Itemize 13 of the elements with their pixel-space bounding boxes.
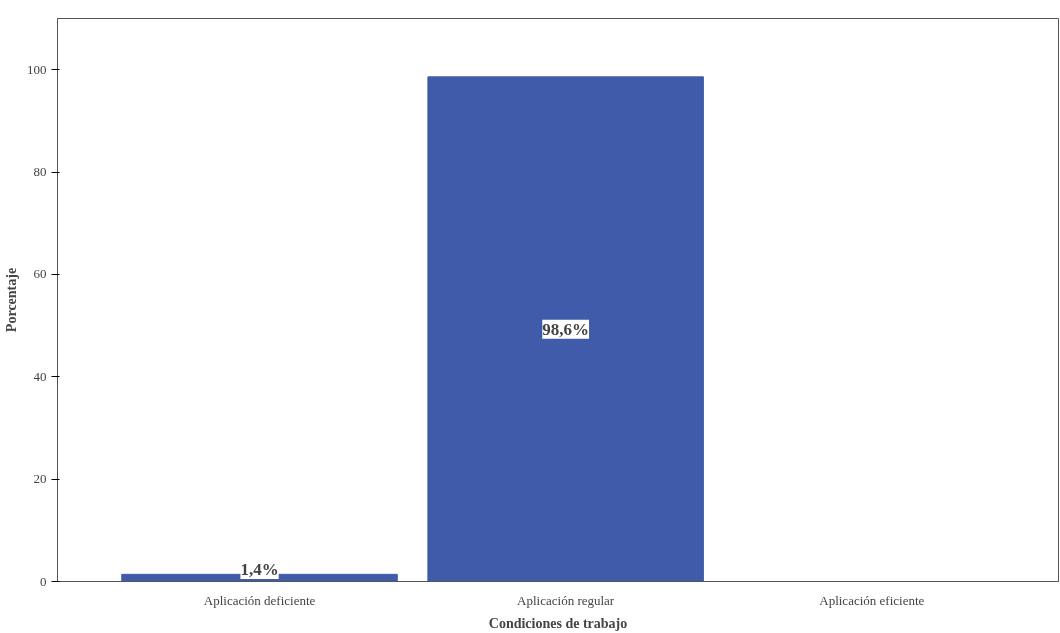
data-label: 98,6%	[542, 319, 590, 339]
x-tick-label: Aplicación eficiente	[819, 592, 925, 608]
y-tick-label: 0	[40, 573, 47, 589]
x-axis-title: Condiciones de trabajo	[488, 615, 628, 631]
x-tick-label: Aplicación deficiente	[203, 592, 316, 608]
y-tick-label: 100	[27, 61, 47, 77]
data-label: 1,4%	[240, 559, 279, 579]
y-tick-label: 80	[33, 164, 47, 180]
y-tick-label: 20	[33, 471, 47, 487]
x-tick-label: Aplicación regular	[517, 592, 615, 608]
y-tick-label: 60	[33, 266, 47, 282]
y-tick-label: 40	[33, 368, 47, 384]
y-axis-title: Porcentaje	[4, 267, 19, 333]
